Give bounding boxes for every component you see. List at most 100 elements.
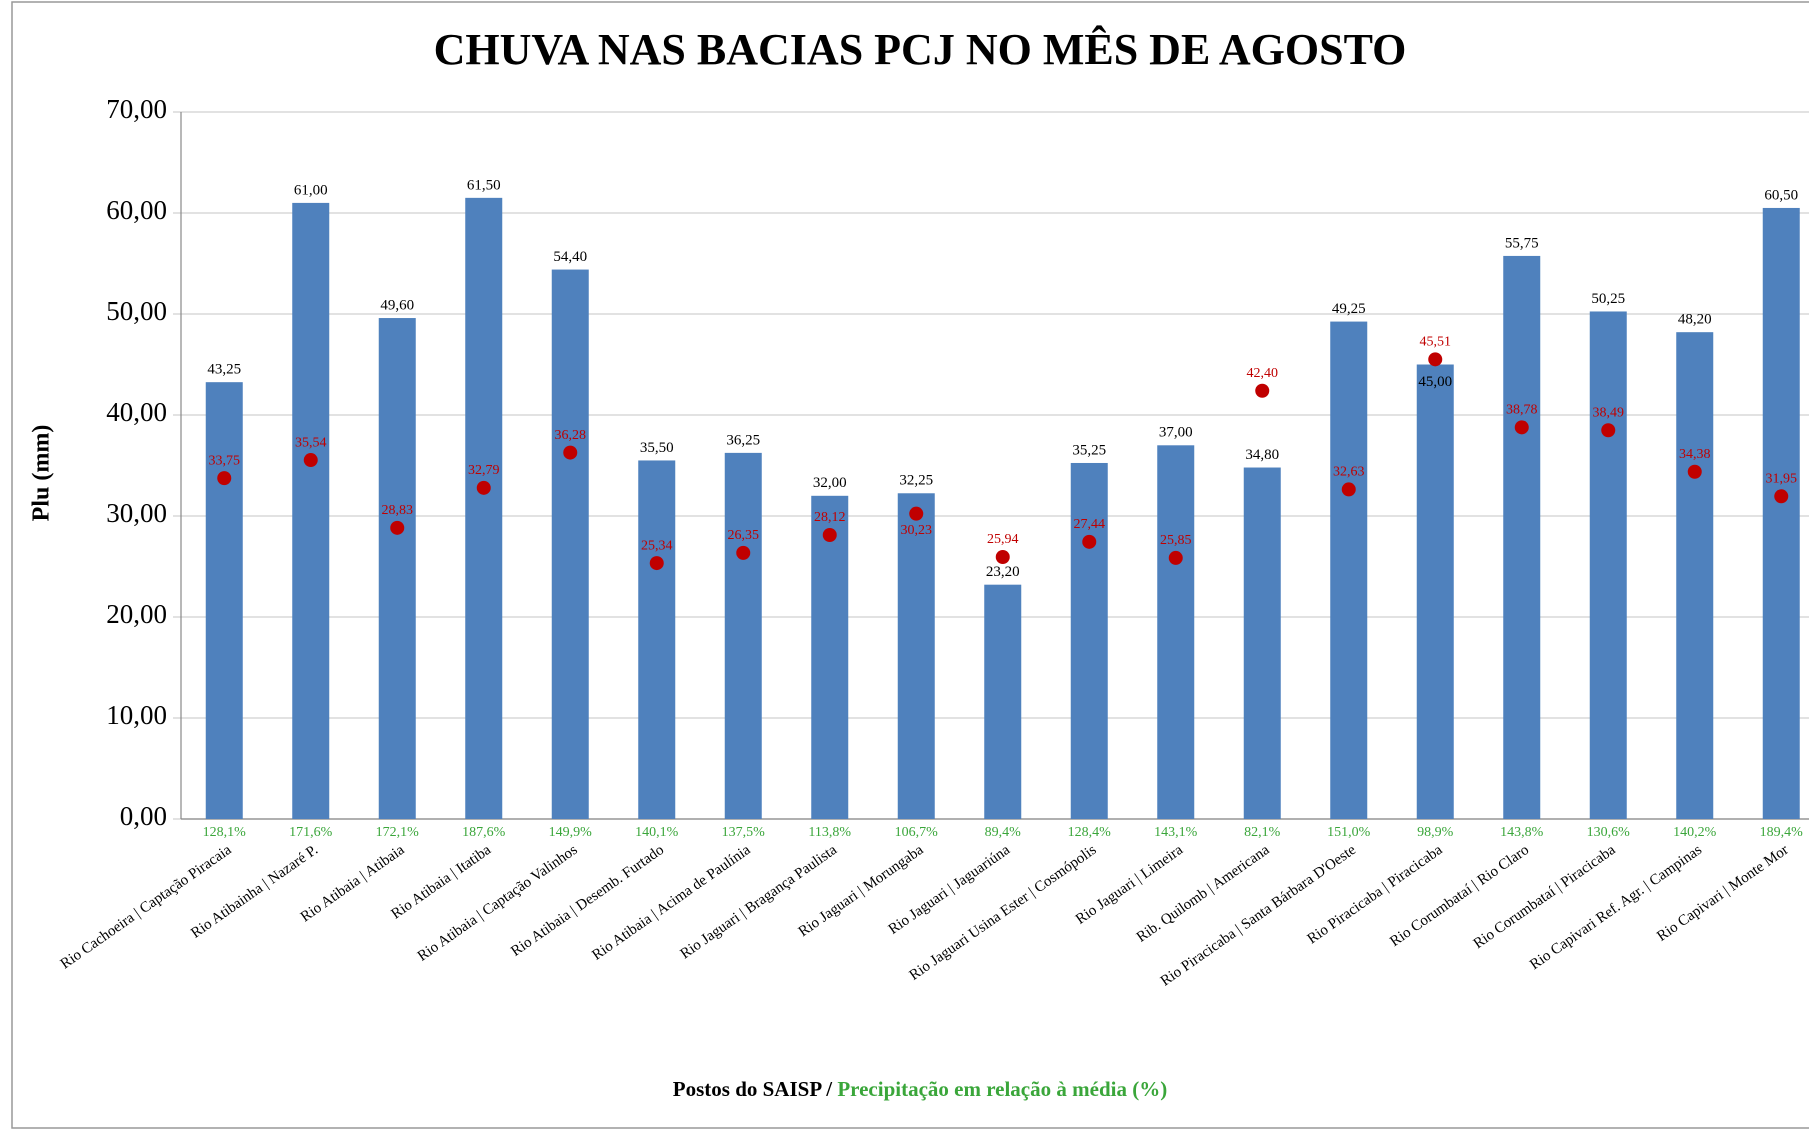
y-tick-label: 20,00 bbox=[106, 599, 167, 629]
dot-value-label: 28,83 bbox=[382, 503, 414, 518]
bar bbox=[1676, 332, 1714, 819]
dot-value-label: 26,35 bbox=[728, 528, 760, 543]
percent-label: 187,6% bbox=[462, 825, 506, 840]
bar bbox=[551, 269, 589, 819]
x-tick-label: Rio Piracicaba | Piracicaba bbox=[1305, 842, 1446, 948]
percent-label: 143,8% bbox=[1500, 825, 1544, 840]
bar-value-label: 23,20 bbox=[986, 564, 1020, 580]
bar bbox=[1243, 467, 1281, 819]
x-axis-title: Postos do SAISP / Precipitação em relaçã… bbox=[673, 1077, 1167, 1101]
dot-value-label: 32,79 bbox=[468, 463, 500, 478]
bar-value-label: 61,00 bbox=[294, 182, 328, 198]
bar-value-label: 36,25 bbox=[726, 432, 760, 448]
dot-value-label: 36,28 bbox=[555, 428, 587, 443]
mean-dot bbox=[1341, 482, 1356, 497]
y-tick-label: 60,00 bbox=[106, 195, 167, 225]
bar bbox=[724, 452, 762, 819]
bar bbox=[1503, 255, 1541, 820]
percent-label: 128,4% bbox=[1068, 825, 1112, 840]
bar-value-label: 32,00 bbox=[813, 475, 847, 491]
percent-label: 98,9% bbox=[1417, 825, 1454, 840]
bar-value-label: 60,50 bbox=[1764, 187, 1798, 203]
y-tick-label: 0,00 bbox=[120, 801, 167, 831]
x-tick-label: Rio Atibaia | Desemb. Furtado bbox=[508, 842, 667, 960]
mean-dot bbox=[1601, 423, 1616, 438]
mean-dot bbox=[1255, 383, 1270, 398]
mean-dot bbox=[1774, 489, 1789, 504]
bar-value-label: 54,40 bbox=[553, 249, 587, 265]
mean-dot bbox=[995, 550, 1010, 565]
x-tick-label: Rio Jaguari | Bragança Paulista bbox=[678, 842, 841, 963]
mean-dot bbox=[649, 556, 664, 571]
percent-label: 82,1% bbox=[1244, 825, 1281, 840]
x-tick-label: Rio Jaguari Usina Ester | Cosmópolis bbox=[907, 842, 1100, 984]
bar bbox=[1070, 462, 1108, 819]
mean-dot bbox=[1428, 352, 1443, 367]
dot-value-label: 32,63 bbox=[1333, 465, 1365, 480]
y-tick-label: 70,00 bbox=[106, 94, 167, 124]
percent-label: 171,6% bbox=[289, 825, 333, 840]
mean-dot bbox=[1514, 420, 1529, 435]
mean-dot bbox=[303, 453, 318, 468]
bar bbox=[205, 382, 243, 819]
mean-dot bbox=[217, 471, 232, 486]
mean-dot bbox=[736, 545, 751, 560]
y-tick-label: 50,00 bbox=[106, 296, 167, 326]
bar-value-label: 34,80 bbox=[1245, 447, 1279, 463]
bar-value-label: 49,25 bbox=[1332, 301, 1366, 317]
percent-label: 89,4% bbox=[985, 825, 1022, 840]
percent-label: 106,7% bbox=[895, 825, 939, 840]
mean-dot bbox=[563, 445, 578, 460]
percent-label: 130,6% bbox=[1587, 825, 1631, 840]
bar-value-label: 61,50 bbox=[467, 177, 501, 193]
percent-label: 113,8% bbox=[808, 825, 851, 840]
percent-label: 137,5% bbox=[722, 825, 766, 840]
mean-dot bbox=[822, 527, 837, 542]
mean-dot bbox=[1687, 464, 1702, 479]
x-axis-title-part: Postos do SAISP / bbox=[673, 1077, 833, 1101]
dot-value-label: 38,49 bbox=[1593, 405, 1625, 420]
y-tick-label: 30,00 bbox=[106, 498, 167, 528]
percent-label: 172,1% bbox=[376, 825, 420, 840]
bar bbox=[1589, 311, 1627, 819]
percent-label: 151,0% bbox=[1327, 825, 1371, 840]
bar-value-label: 37,00 bbox=[1159, 425, 1193, 441]
bar bbox=[1762, 207, 1800, 819]
bar-value-label: 50,25 bbox=[1591, 291, 1625, 307]
bar-value-label: 35,50 bbox=[640, 440, 674, 456]
dot-value-label: 25,94 bbox=[987, 532, 1019, 547]
bar-value-label: 35,25 bbox=[1072, 442, 1106, 458]
y-tick-label: 40,00 bbox=[106, 397, 167, 427]
x-tick-label: Rio Cachoeira | Captação Piracaia bbox=[58, 842, 235, 973]
dot-value-label: 25,34 bbox=[641, 538, 673, 553]
bar bbox=[1157, 445, 1195, 819]
bar bbox=[984, 584, 1022, 819]
mean-dot bbox=[1082, 534, 1097, 549]
percent-label: 189,4% bbox=[1760, 825, 1804, 840]
frame bbox=[11, 1, 1809, 1129]
bar bbox=[811, 495, 849, 819]
percent-label: 140,2% bbox=[1673, 825, 1717, 840]
bar-value-label: 45,00 bbox=[1418, 374, 1452, 390]
percent-label: 143,1% bbox=[1154, 825, 1198, 840]
chart-title: CHUVA NAS BACIAS PCJ NO MÊS DE AGOSTO bbox=[434, 25, 1407, 74]
x-tick-label: Rio Capivari Ref. Agr. | Campinas bbox=[1527, 842, 1705, 973]
dot-value-label: 38,78 bbox=[1506, 403, 1538, 418]
mean-dot bbox=[1168, 550, 1183, 565]
bar bbox=[292, 202, 330, 819]
y-axis-title: Plu (mm) bbox=[29, 425, 55, 522]
x-tick-label: Rio Atibaia | Acima de Paulínia bbox=[589, 842, 753, 964]
dot-value-label: 34,38 bbox=[1679, 447, 1711, 462]
mean-dot bbox=[390, 520, 405, 535]
percent-label: 149,9% bbox=[549, 825, 593, 840]
dot-value-label: 31,95 bbox=[1766, 472, 1798, 487]
bar bbox=[465, 197, 503, 820]
mean-dot bbox=[909, 506, 924, 521]
x-tick-label: Rio Corumbataí | Piracicaba bbox=[1471, 842, 1619, 952]
mean-dot bbox=[476, 480, 491, 495]
bar bbox=[897, 493, 935, 819]
bar bbox=[638, 460, 676, 819]
percent-label: 140,1% bbox=[635, 825, 679, 840]
x-tick-label: Rio Corumbataí | Rio Claro bbox=[1387, 842, 1532, 950]
